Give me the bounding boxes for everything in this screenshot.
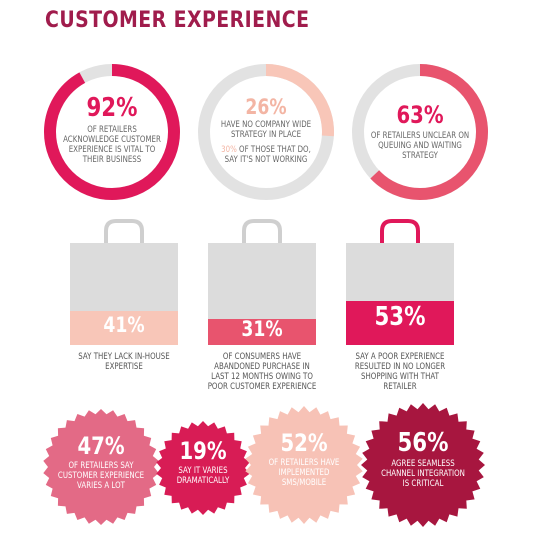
bag-caption: SAY THEY LACK IN-HOUSE EXPERTISE — [78, 352, 170, 372]
shopping-bag-icon — [70, 219, 178, 345]
donut-description: HAVE NO COMPANY WIDE STRATEGY IN PLACE — [220, 120, 312, 140]
donut-label-3: 63% OF RETAILERS UNCLEAR ON QUEUING AND … — [371, 103, 469, 161]
donut-chart-queuing — [352, 64, 488, 200]
donut-value-arc — [44, 64, 180, 200]
bag-fill — [346, 301, 454, 345]
donut-label-2: 26% HAVE NO COMPANY WIDE STRATEGY IN PLA… — [217, 95, 315, 166]
burst-label-3: 52% OF RETAILERS HAVE IMPLEMENTED SMS/MO… — [261, 431, 346, 488]
shopping-bag-icon — [346, 219, 454, 345]
donut-value-arc — [198, 64, 334, 200]
starburst-badge — [43, 409, 159, 525]
page-title: CUSTOMER EXPERIENCE — [45, 8, 310, 33]
bag-percent: 31% — [241, 317, 283, 341]
donut-percent: 92% — [86, 93, 138, 123]
burst-description: OF RETAILERS SAY CUSTOMER EXPERIENCE VAR… — [57, 461, 145, 491]
donut-percent: 26% — [245, 95, 287, 119]
burst-description: OF RETAILERS HAVE IMPLEMENTED SMS/MOBILE — [268, 458, 340, 488]
starburst-badge — [156, 421, 250, 515]
starburst-badge — [245, 406, 363, 524]
donut-label-1: 92% OF RETAILERS ACKNOWLEDGE CUSTOMER EX… — [63, 95, 161, 165]
starburst-shape — [361, 403, 485, 527]
donut-percent: 63% — [396, 101, 444, 129]
burst-description: AGREE SEAMLESS CHANNEL INTEGRATION IS CR… — [381, 459, 465, 489]
donut-value-arc — [352, 64, 488, 200]
bag-percent: 53% — [374, 302, 426, 332]
burst-percent: 47% — [77, 432, 125, 460]
starburst-shape — [43, 409, 159, 525]
donut-description-secondary: 30% OF THOSE THAT DO, SAY IT'S NOT WORKI… — [217, 145, 315, 165]
donut-secondary-percent: 30% — [221, 145, 237, 155]
donut-chart-no-strategy — [198, 64, 334, 200]
burst-percent: 19% — [179, 437, 227, 465]
donut-secondary-text: OF THOSE THAT DO, SAY IT'S NOT WORKING — [224, 145, 311, 165]
donut-description: OF RETAILERS UNCLEAR ON QUEUING AND WAIT… — [370, 131, 470, 161]
bag-caption: SAY A POOR EXPERIENCE RESULTED IN NO LON… — [354, 352, 446, 392]
donut-description: OF RETAILERS ACKNOWLEDGE CUSTOMER EXPERI… — [63, 125, 161, 165]
bag-percent: 41% — [103, 313, 145, 337]
starburst-badge — [361, 403, 485, 527]
starburst-shape — [156, 421, 250, 515]
burst-percent: 52% — [280, 429, 328, 457]
burst-label-2: 19% SAY IT VARIES DRAMATICALLY — [165, 439, 240, 486]
burst-label-1: 47% OF RETAILERS SAY CUSTOMER EXPERIENCE… — [58, 434, 145, 491]
bag-fill — [70, 311, 178, 345]
donut-chart-retailers-vital — [44, 64, 180, 200]
bag-fill — [208, 319, 316, 345]
burst-percent: 56% — [397, 428, 449, 458]
burst-label-4: 56% AGREE SEAMLESS CHANNEL INTEGRATION I… — [378, 430, 468, 489]
starburst-shape — [245, 406, 363, 524]
bag-caption: OF CONSUMERS HAVE ABANDONED PURCHASE IN … — [207, 352, 317, 392]
burst-description: SAY IT VARIES DRAMATICALLY — [176, 466, 230, 486]
shopping-bag-icon — [208, 219, 316, 345]
